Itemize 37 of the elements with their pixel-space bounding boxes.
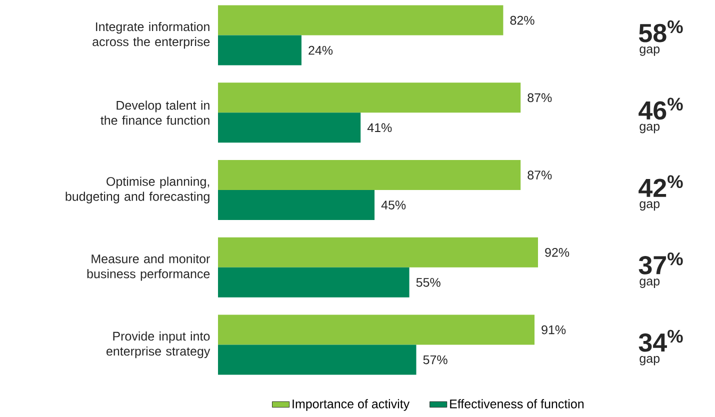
bar [218, 237, 538, 268]
data-label: 87% [528, 93, 552, 102]
data-label: 24% [308, 46, 333, 55]
data-label: 55% [416, 278, 440, 287]
bar [218, 314, 535, 345]
text: gap [640, 201, 660, 211]
text: gap [640, 124, 660, 134]
data-label: 45% [381, 200, 406, 210]
y-tick-label: Optimise planning, budgeting and forecasting [66, 176, 210, 204]
y-tick-label: Integrate information across the enterprise [92, 22, 210, 49]
y-tick-label: Measure and monitor business performance [87, 254, 210, 281]
data-label: 87% [528, 170, 552, 180]
data-label: 57% [423, 355, 448, 364]
text: 58$^{%}$ [639, 20, 683, 42]
bar [218, 190, 375, 220]
bar [218, 5, 504, 36]
y-tick-label: Provide input into enterprise strategy [106, 331, 210, 358]
bar [218, 344, 416, 375]
bar [218, 160, 521, 190]
text: 46$^{%}$ [638, 98, 683, 120]
bar [218, 267, 410, 298]
data-label: 91% [542, 325, 566, 334]
data-label: 82% [510, 16, 534, 25]
text: gap [640, 46, 660, 56]
bar [218, 82, 521, 113]
text: gap [640, 278, 660, 288]
text: 34$^{%}$ [638, 330, 683, 352]
data-label: 41% [367, 123, 392, 132]
bar [218, 35, 302, 66]
y-tick-label: Develop talent in the finance function [100, 100, 210, 125]
text: 42$^{%}$ [638, 175, 683, 197]
data-label: 92% [545, 248, 570, 257]
text: 37$^{%}$ [638, 252, 683, 274]
text: gap [640, 356, 660, 366]
legend-label: Effectiveness of function [450, 399, 584, 408]
bar [218, 112, 361, 143]
legend-label: Importance of activity [292, 399, 410, 411]
